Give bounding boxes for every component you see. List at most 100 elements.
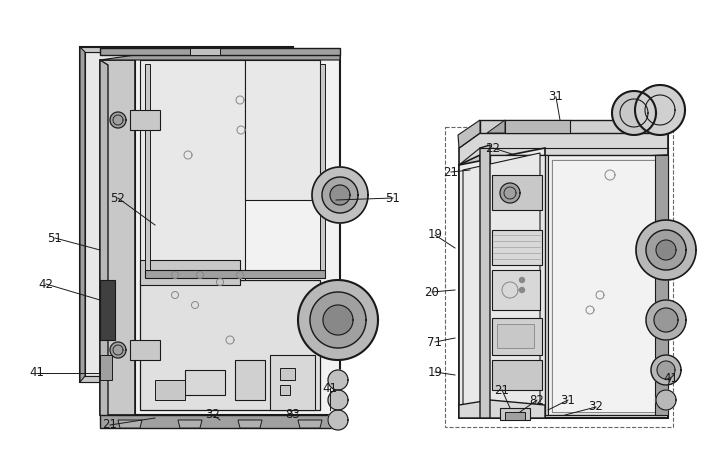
Polygon shape <box>298 280 378 360</box>
Polygon shape <box>492 318 542 355</box>
Polygon shape <box>100 55 340 60</box>
Polygon shape <box>459 148 545 418</box>
Polygon shape <box>519 287 524 292</box>
Polygon shape <box>80 376 293 382</box>
Text: 19: 19 <box>428 365 442 378</box>
Polygon shape <box>505 120 570 133</box>
Polygon shape <box>330 185 350 205</box>
Polygon shape <box>80 47 293 52</box>
Polygon shape <box>463 153 540 415</box>
Text: 41: 41 <box>322 382 338 395</box>
Polygon shape <box>492 230 542 265</box>
Polygon shape <box>459 155 480 418</box>
Polygon shape <box>492 360 542 390</box>
Polygon shape <box>458 120 480 148</box>
Polygon shape <box>270 355 315 410</box>
Polygon shape <box>322 177 358 213</box>
Polygon shape <box>310 292 366 348</box>
Polygon shape <box>280 368 295 380</box>
Polygon shape <box>100 60 135 415</box>
Polygon shape <box>328 390 348 410</box>
Text: 21: 21 <box>494 383 510 396</box>
Polygon shape <box>145 64 150 270</box>
Bar <box>445 127 673 427</box>
Polygon shape <box>459 133 668 165</box>
Polygon shape <box>655 155 668 415</box>
Polygon shape <box>636 220 696 280</box>
Text: 41: 41 <box>29 366 44 379</box>
Polygon shape <box>287 47 293 382</box>
Polygon shape <box>480 145 490 418</box>
Polygon shape <box>328 410 348 430</box>
Polygon shape <box>651 355 681 385</box>
Polygon shape <box>497 324 534 348</box>
Polygon shape <box>490 155 665 415</box>
Text: 32: 32 <box>206 408 220 421</box>
Polygon shape <box>80 47 293 382</box>
Polygon shape <box>100 355 112 380</box>
Polygon shape <box>552 160 660 412</box>
Polygon shape <box>178 420 202 428</box>
Text: 51: 51 <box>385 192 400 205</box>
Polygon shape <box>118 420 142 428</box>
Text: 22: 22 <box>486 141 501 154</box>
Text: 19: 19 <box>428 229 442 242</box>
Polygon shape <box>480 120 668 133</box>
Polygon shape <box>320 64 325 270</box>
Text: 31: 31 <box>548 91 564 103</box>
Polygon shape <box>490 155 545 415</box>
Polygon shape <box>140 280 320 410</box>
Polygon shape <box>492 270 540 310</box>
Polygon shape <box>612 91 656 135</box>
Polygon shape <box>110 112 126 128</box>
Text: 21: 21 <box>444 165 458 178</box>
Polygon shape <box>545 155 548 415</box>
Polygon shape <box>492 175 542 210</box>
Text: 32: 32 <box>588 401 604 413</box>
Polygon shape <box>635 85 685 135</box>
Polygon shape <box>140 60 245 280</box>
Polygon shape <box>185 370 225 395</box>
Polygon shape <box>505 412 525 420</box>
Polygon shape <box>135 55 340 415</box>
Polygon shape <box>130 340 160 360</box>
Text: 21: 21 <box>102 419 117 432</box>
Polygon shape <box>190 48 220 55</box>
Polygon shape <box>155 380 185 400</box>
Polygon shape <box>328 370 348 390</box>
Polygon shape <box>646 230 686 270</box>
Polygon shape <box>654 308 678 332</box>
Polygon shape <box>100 415 340 428</box>
Polygon shape <box>656 390 676 410</box>
Polygon shape <box>552 160 655 412</box>
Polygon shape <box>140 260 240 285</box>
Polygon shape <box>298 420 322 428</box>
Polygon shape <box>100 415 340 420</box>
Polygon shape <box>110 342 126 358</box>
Text: 83: 83 <box>286 408 300 421</box>
Polygon shape <box>519 278 524 282</box>
Text: 51: 51 <box>48 231 62 244</box>
Polygon shape <box>480 133 668 418</box>
Text: 41: 41 <box>663 371 679 384</box>
Polygon shape <box>85 52 287 376</box>
Polygon shape <box>312 167 368 223</box>
Text: 52: 52 <box>110 192 126 205</box>
Polygon shape <box>235 360 265 400</box>
Polygon shape <box>657 361 675 379</box>
Polygon shape <box>459 400 545 418</box>
Text: 31: 31 <box>561 394 576 407</box>
Polygon shape <box>130 110 160 130</box>
Polygon shape <box>100 60 108 420</box>
Polygon shape <box>100 280 115 340</box>
Polygon shape <box>500 408 530 420</box>
Polygon shape <box>500 183 520 203</box>
Polygon shape <box>238 420 262 428</box>
Polygon shape <box>80 47 85 382</box>
Text: 20: 20 <box>425 286 439 298</box>
Polygon shape <box>280 385 290 395</box>
Polygon shape <box>323 305 353 335</box>
Polygon shape <box>245 60 320 200</box>
Text: 42: 42 <box>39 278 53 291</box>
Text: 71: 71 <box>428 335 442 348</box>
